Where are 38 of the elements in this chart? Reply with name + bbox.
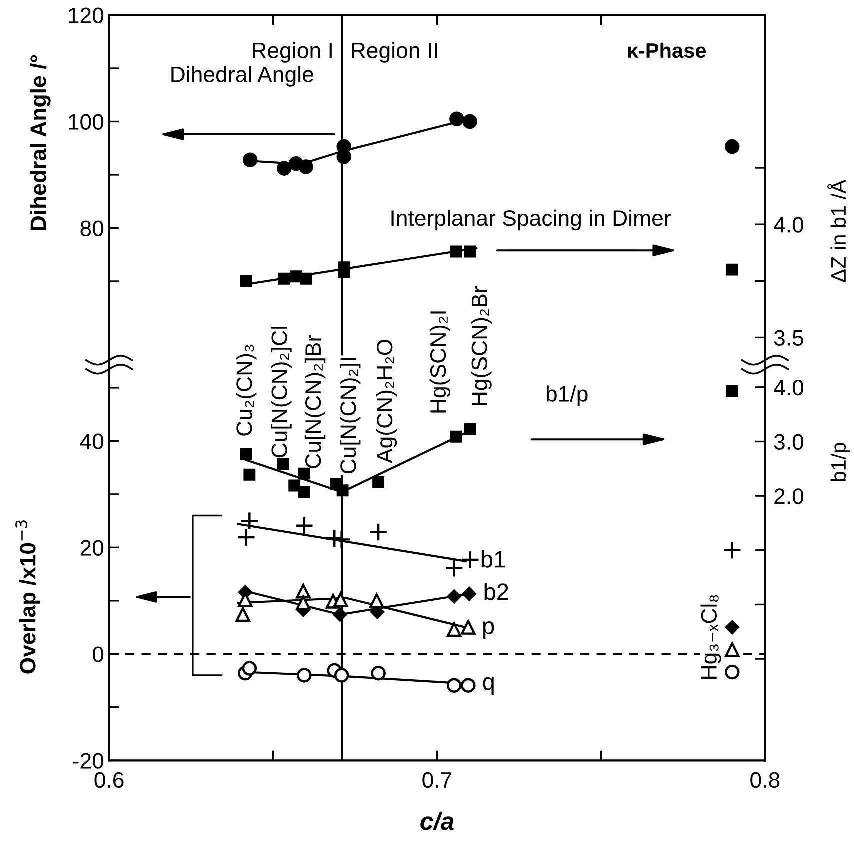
annotation: Cu₂(CN)₃ (236, 345, 257, 436)
annotation: Hg(SCN)₂Br (471, 286, 492, 406)
y2-axis-title: ΔZ in b1 /Å (828, 180, 846, 282)
x-tick-label: 0.7 (422, 772, 452, 788)
annotation: κ-Phase (628, 42, 706, 58)
annotation: Hg₃₋ₓCl₈ (700, 595, 722, 679)
y-tick-label: 120 (69, 8, 104, 24)
y-tick-label: -20 (73, 753, 104, 769)
annotation: Hg(SCN)₂I (430, 312, 451, 413)
x-tick-label: 0.6 (94, 772, 124, 788)
y-tick-label: 100 (69, 114, 104, 130)
annotation: b1/p (546, 386, 588, 406)
y2-tick-label: 4.0 (774, 217, 804, 233)
annotation: Ag(CN)₂H₂O (376, 340, 398, 464)
y3-axis-title: b1/p (830, 443, 850, 482)
x-tick-label: 0.8 (750, 772, 780, 788)
annotation: Region I (253, 42, 332, 63)
y-tick-label: 20 (80, 540, 104, 556)
y-tick-label: 40 (80, 434, 104, 450)
y-tick-label: 0 (92, 646, 104, 662)
annotation: Dihedral Angle (172, 66, 314, 87)
x-axis-title: c/a (420, 812, 454, 831)
y3-tick-label: 4.0 (774, 380, 804, 396)
y3-tick-label: 2.0 (774, 488, 804, 504)
series-label: b2 (484, 583, 508, 600)
annotation: Cu[N(CN)₂]Cl (271, 326, 292, 458)
y-tick-label: 80 (80, 220, 104, 237)
annotation: Cu[N(CN)₂]I (340, 358, 361, 474)
y-axis-title: Overlap /x10$^{−3}$ (16, 520, 40, 674)
y2-tick-label: 3.5 (774, 330, 804, 346)
annotation: Interplanar Spacing in Dimer (392, 210, 671, 231)
series-label: q (483, 677, 494, 695)
text: Dihedral Angle /° (30, 55, 51, 230)
series-label: b1 (482, 550, 506, 568)
y3-tick-label: 3.0 (774, 434, 804, 450)
annotation: Cu[N(CN)₂]Br (304, 335, 326, 468)
series-label: p (483, 621, 494, 640)
annotation: Region II (352, 42, 438, 63)
